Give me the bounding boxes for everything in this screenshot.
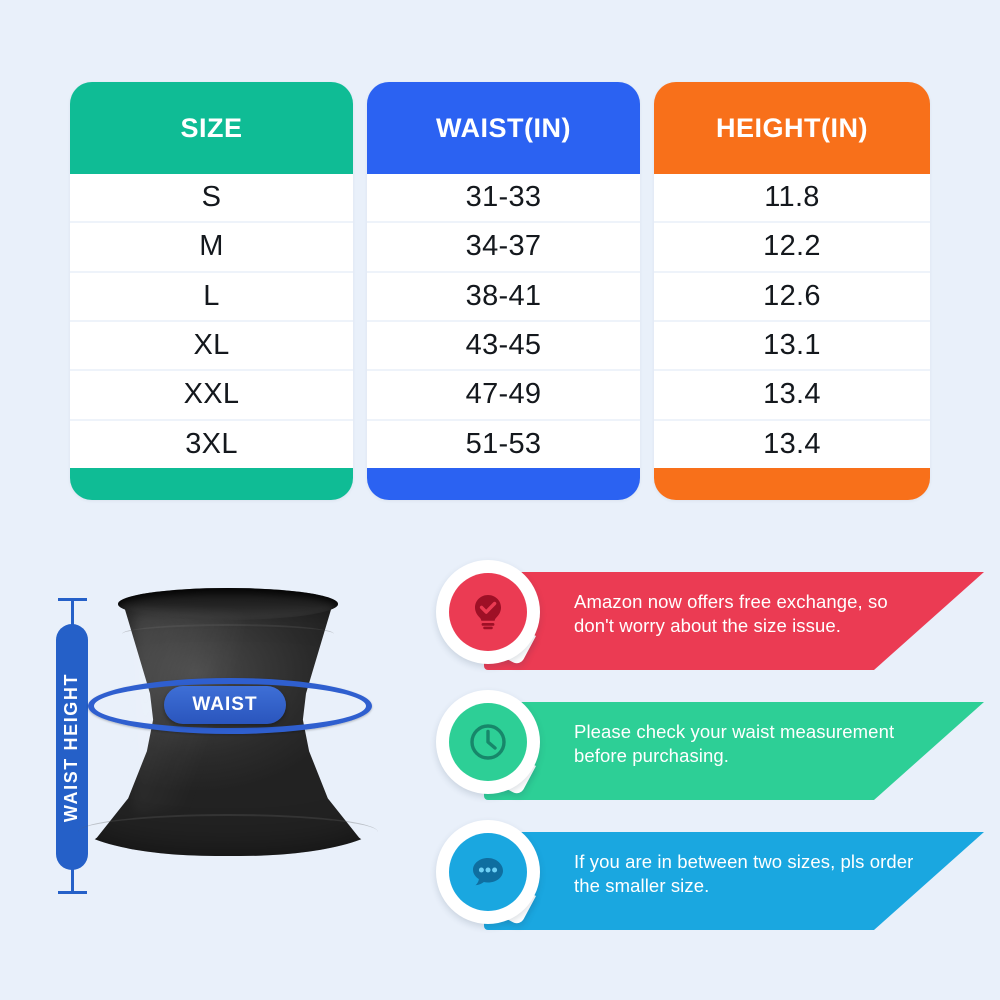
- waist-badge-label: WAIST: [192, 694, 258, 715]
- belt-bottom-seam: [78, 814, 378, 850]
- table-cell: M: [70, 223, 353, 273]
- tip-icon-bubble: [436, 560, 548, 678]
- size-chart-table: SIZE S M L XL XXL 3XL WAIST(IN) 31-33 34…: [70, 82, 930, 500]
- tip-icon-bubble: [436, 820, 548, 938]
- tip-banner: Please check your waist measurement befo…: [432, 690, 992, 810]
- table-cell: 51-53: [367, 420, 640, 468]
- table-cell: 34-37: [367, 223, 640, 273]
- table-cell: S: [70, 174, 353, 224]
- gauge-cap-bottom-icon: [58, 891, 87, 894]
- waist-badge: WAIST: [164, 686, 286, 724]
- column-cells-size: S M L XL XXL 3XL: [70, 174, 353, 500]
- tip-banner: If you are in between two sizes, pls ord…: [432, 820, 992, 940]
- table-cell: 38-41: [367, 272, 640, 322]
- chat-bubble-icon: [449, 833, 527, 911]
- table-cell: 3XL: [70, 420, 353, 468]
- table-cell: L: [70, 272, 353, 322]
- lightbulb-check-icon: [449, 573, 527, 651]
- belt-seam: [122, 624, 334, 644]
- table-cell: 11.8: [654, 174, 930, 224]
- table-cell: 13.4: [654, 420, 930, 468]
- tips-list: Amazon now offers free exchange, so don'…: [432, 556, 992, 956]
- gauge-stem-top-icon: [71, 598, 74, 628]
- waist-trainer-belt-image: WAIST: [72, 582, 384, 862]
- table-column-waist: WAIST(IN) 31-33 34-37 38-41 43-45 47-49 …: [367, 82, 640, 500]
- table-cell: XL: [70, 321, 353, 372]
- table-cell: 13.1: [654, 321, 930, 372]
- tip-banner: Amazon now offers free exchange, so don'…: [432, 560, 992, 680]
- belt-top-rim: [118, 588, 338, 620]
- table-cell: XXL: [70, 371, 353, 421]
- table-cell: 43-45: [367, 321, 640, 372]
- column-header-height: HEIGHT(IN): [716, 112, 868, 143]
- gauge-stem-bottom-icon: [71, 864, 74, 894]
- tip-text: If you are in between two sizes, pls ord…: [574, 851, 914, 897]
- table-column-size: SIZE S M L XL XXL 3XL: [70, 82, 353, 500]
- waist-measure-ring-icon: [88, 678, 372, 734]
- tip-text: Amazon now offers free exchange, so don'…: [574, 591, 888, 637]
- table-cell: 31-33: [367, 174, 640, 224]
- table-cell: 47-49: [367, 371, 640, 421]
- tip-icon-bubble: [436, 690, 548, 808]
- tip-text: Please check your waist measurement befo…: [574, 721, 895, 767]
- column-header-size: SIZE: [180, 112, 243, 143]
- column-cells-waist: 31-33 34-37 38-41 43-45 47-49 51-53: [367, 174, 640, 500]
- clock-icon: [449, 703, 527, 781]
- table-column-height: HEIGHT(IN) 11.8 12.2 12.6 13.1 13.4 13.4: [654, 82, 930, 500]
- table-cell: 12.2: [654, 223, 930, 273]
- column-cells-height: 11.8 12.2 12.6 13.1 13.4 13.4: [654, 174, 930, 500]
- table-cell: 12.6: [654, 272, 930, 322]
- table-cell: 13.4: [654, 371, 930, 421]
- column-header-waist: WAIST(IN): [436, 112, 571, 143]
- product-illustration: WAIST HEIGHT WAIST: [14, 560, 424, 980]
